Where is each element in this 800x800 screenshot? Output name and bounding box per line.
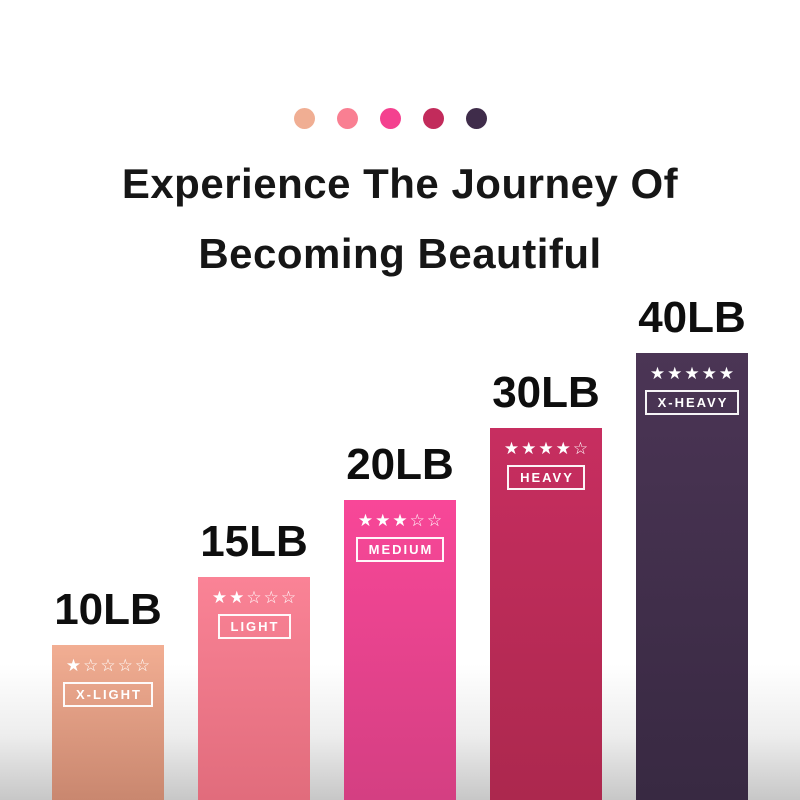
bar-column-heavy: 30LB ★★★★☆ HEAVY	[490, 371, 602, 800]
palette-dot-x-light	[293, 108, 315, 129]
star-rating: ★★★☆☆	[357, 511, 445, 531]
bar-value-label: 20LB	[346, 440, 454, 489]
bar-value-label: 15LB	[200, 517, 308, 566]
bar-column-x-heavy: 40LB ★★★★★ X-HEAVY	[636, 296, 748, 800]
star-rating: ★★★★★	[649, 364, 737, 384]
bar-value-label: 30LB	[492, 368, 600, 417]
star-rating: ★★★★☆	[503, 439, 591, 459]
star-rating: ★★☆☆☆	[211, 588, 299, 608]
bar-value-label: 10LB	[54, 585, 162, 634]
level-badge: X-LIGHT	[63, 682, 153, 707]
level-badge: LIGHT	[217, 614, 291, 639]
bar-chart: 10LB ★☆☆☆☆ X-LIGHT 15LB ★★☆☆☆ LIGHT 20LB…	[52, 296, 748, 800]
bar-heavy: ★★★★☆ HEAVY	[490, 428, 602, 800]
bar-value-label: 40LB	[638, 293, 746, 342]
palette-dot-heavy	[422, 108, 444, 129]
bar-medium: ★★★☆☆ MEDIUM	[344, 500, 456, 800]
level-badge: HEAVY	[507, 465, 585, 490]
palette-dot-x-heavy	[465, 108, 487, 129]
bar-x-heavy: ★★★★★ X-HEAVY	[636, 353, 748, 800]
bar-light: ★★☆☆☆ LIGHT	[198, 577, 310, 800]
level-badge: MEDIUM	[355, 537, 445, 562]
palette-dot-medium	[379, 108, 401, 129]
page-title-line2: Becoming Beautiful	[198, 230, 602, 277]
bar-column-medium: 20LB ★★★☆☆ MEDIUM	[344, 443, 456, 800]
level-badge: X-HEAVY	[644, 390, 740, 415]
page-title-line1: Experience The Journey Of	[121, 160, 679, 207]
star-rating: ★☆☆☆☆	[65, 656, 153, 676]
bar-x-light: ★☆☆☆☆ X-LIGHT	[52, 645, 164, 800]
palette-dots-row	[0, 108, 790, 129]
page-title: Experience The Journey Of Becoming Beaut…	[0, 149, 800, 289]
bar-column-x-light: 10LB ★☆☆☆☆ X-LIGHT	[52, 588, 164, 800]
bar-column-light: 15LB ★★☆☆☆ LIGHT	[198, 520, 310, 800]
palette-dot-light	[336, 108, 358, 129]
